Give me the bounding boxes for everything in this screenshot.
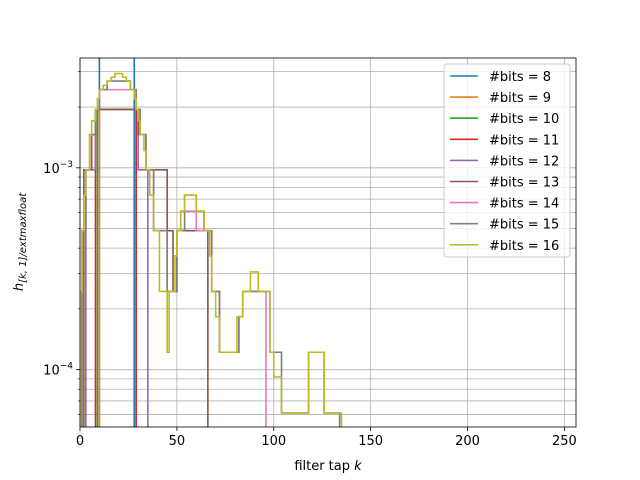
legend-label: #bits = 10 <box>489 112 559 127</box>
x-axis-label: filter tap k <box>294 459 362 474</box>
plot-frame <box>79 57 577 428</box>
x-tick-label: 150 <box>358 434 383 449</box>
legend-label: #bits = 12 <box>489 154 559 169</box>
x-tick-label: 250 <box>552 434 577 449</box>
x-tick-label: 0 <box>76 434 84 449</box>
series-line-16-bits <box>80 72 343 427</box>
legend-box <box>443 63 571 258</box>
x-tick-label: 200 <box>455 434 480 449</box>
series-layer <box>80 58 343 427</box>
legend-label: #bits = 15 <box>489 218 559 233</box>
y-tick-label: 10−4 <box>43 362 73 379</box>
x-tick-label: 50 <box>169 434 186 449</box>
legend: #bits = 8 #bits = 9 #bits = 10 #bits = 11 #b… <box>443 63 571 258</box>
legend-label: #bits = 14 <box>489 197 559 212</box>
x-axis-ticks: 0 50 100 150 200 250 <box>76 427 577 449</box>
legend-label: #bits = 13 <box>489 176 559 191</box>
x-tick-label: 100 <box>261 434 286 449</box>
y-axis-label: h[k, 1]/extmaxfloat <box>12 192 29 291</box>
y-tick-label: 10−3 <box>43 160 73 177</box>
legend-label: #bits = 16 <box>489 239 559 254</box>
y-axis-ticks: 10−4 10−3 <box>43 71 80 415</box>
legend-label: #bits = 9 <box>489 91 551 106</box>
legend-label: #bits = 11 <box>489 133 559 148</box>
legend-label: #bits = 8 <box>489 70 551 85</box>
